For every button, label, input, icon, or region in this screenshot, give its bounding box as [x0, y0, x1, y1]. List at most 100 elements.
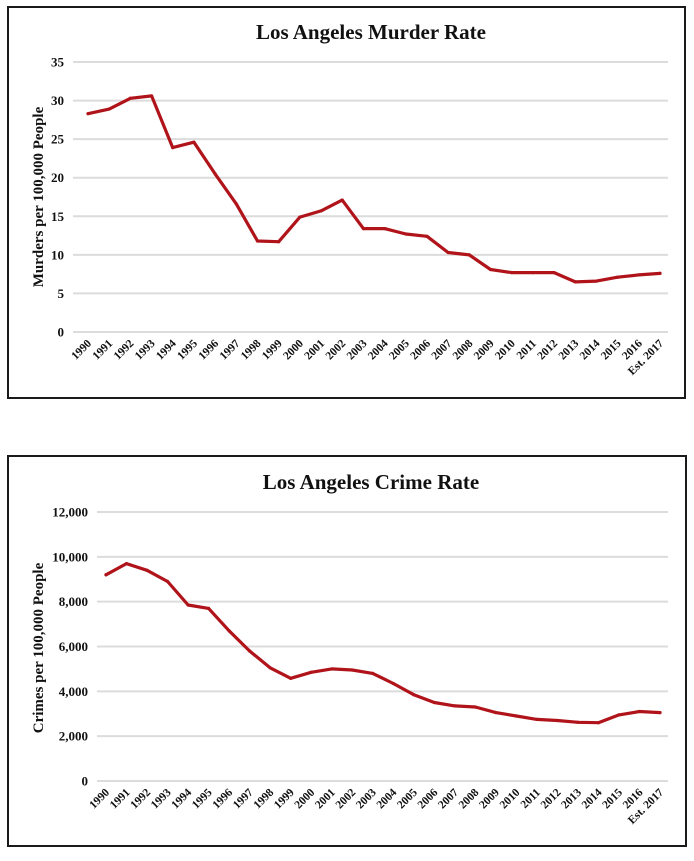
data-point: [186, 603, 190, 607]
x-tick-label: 2014: [578, 337, 603, 362]
x-tick-label: 2001: [313, 786, 338, 811]
x-tick-label: 2013: [559, 786, 584, 811]
data-point: [298, 215, 302, 219]
data-point: [535, 717, 539, 721]
x-tick-label: 1997: [218, 337, 243, 362]
data-point: [330, 667, 334, 671]
data-point: [531, 271, 535, 275]
data-point: [596, 721, 601, 725]
y-tick-label: 8,000: [59, 594, 88, 609]
x-tick-label: 2008: [457, 786, 482, 811]
chart-title: Los Angeles Crime Rate: [263, 470, 479, 494]
data-point: [412, 693, 416, 697]
y-tick-label: 4,000: [59, 684, 88, 699]
gridlines: [97, 511, 668, 782]
data-point: [104, 573, 108, 577]
data-point: [86, 112, 90, 116]
y-tick-labels: 0 2,000 4,000 6,000 8,000 10,000 12,000: [52, 505, 88, 789]
data-point: [404, 232, 408, 236]
data-point: [576, 720, 580, 724]
y-tick-label: 35: [51, 55, 65, 70]
data-point: [227, 629, 231, 633]
x-tick-label: 2007: [430, 337, 455, 362]
data-point: [555, 718, 560, 723]
x-tick-label: 2009: [477, 786, 502, 811]
x-tick-label: 2009: [472, 337, 497, 362]
data-point: [371, 671, 375, 676]
x-tick-label: 2004: [375, 786, 400, 811]
y-tick-label: 2,000: [59, 729, 88, 744]
data-point: [473, 705, 477, 709]
x-tick-label: 2014: [580, 786, 605, 811]
data-point: [494, 711, 498, 715]
series-line: [104, 561, 662, 725]
data-point: [309, 670, 313, 674]
x-tick-label: 1992: [112, 337, 137, 362]
data-point: [289, 676, 293, 680]
x-tick-label: 1995: [175, 337, 200, 362]
y-axis-label: Crimes per 100,000 People: [31, 562, 47, 733]
y-tick-label: 0: [82, 774, 89, 789]
murder-rate-chart-frame: [7, 6, 686, 399]
x-tick-label: 1994: [154, 337, 179, 362]
x-tick-label: 2015: [599, 337, 624, 362]
data-point: [658, 711, 662, 715]
x-tick-label: 2012: [539, 786, 564, 811]
x-tick-label: 2000: [281, 337, 306, 362]
data-point: [382, 227, 387, 231]
data-point: [510, 271, 514, 275]
x-tick-label: 2010: [493, 337, 518, 362]
x-tick-label: 2005: [395, 786, 420, 811]
x-tick-label: 1995: [190, 786, 215, 811]
data-point: [277, 240, 281, 244]
data-point: [171, 146, 175, 150]
x-tick-label: 1991: [108, 786, 133, 811]
x-tick-label: 1990: [87, 786, 112, 811]
data-point: [637, 709, 642, 714]
data-point: [319, 209, 323, 213]
y-tick-label: 10: [51, 247, 64, 262]
x-tick-label: 2013: [557, 337, 582, 362]
data-point: [107, 107, 111, 111]
data-point: [573, 280, 577, 284]
crime-rate-chart: Los Angeles Crime Rate Crimes per 100,00…: [31, 470, 668, 827]
y-tick-labels: 0 5 10 15 20 25 30 35: [51, 55, 65, 340]
x-tick-label: 1991: [91, 337, 116, 362]
y-tick-label: 12,000: [52, 505, 88, 520]
data-point: [594, 279, 599, 283]
x-tick-label: 2002: [334, 786, 359, 811]
data-point: [446, 250, 450, 255]
x-tick-label: 2010: [498, 786, 523, 811]
series-line: [86, 94, 662, 284]
data-point: [488, 267, 493, 272]
y-tick-label: 5: [58, 286, 65, 301]
data-point: [617, 713, 621, 717]
y-tick-label: 15: [51, 209, 65, 224]
x-tick-label: 1999: [272, 786, 297, 811]
x-tick-label: 2003: [354, 786, 379, 811]
x-tick-label: 1996: [210, 786, 235, 811]
x-tick-label: 1997: [231, 786, 256, 811]
x-tick-label: 2015: [600, 786, 625, 811]
x-tick-label: 1993: [133, 337, 158, 362]
data-point: [165, 579, 170, 584]
y-tick-label: 0: [58, 325, 65, 340]
x-tick-label: 2005: [387, 337, 412, 362]
data-point: [658, 271, 662, 275]
series-layer: [86, 94, 662, 284]
series-layer: [104, 561, 662, 725]
data-point: [206, 606, 211, 610]
data-point: [637, 273, 641, 277]
x-tick-label: 1993: [149, 786, 174, 811]
y-tick-label: 20: [51, 170, 64, 185]
data-point: [128, 96, 132, 100]
data-point: [616, 275, 620, 279]
data-point: [192, 140, 196, 144]
x-tick-labels: 1990199119921993199419951996199719981999…: [87, 786, 666, 826]
x-tick-label: 1998: [252, 786, 277, 811]
data-point: [432, 700, 436, 705]
data-point: [350, 668, 354, 672]
x-tick-label: 1998: [239, 337, 264, 362]
chart-title: Los Angeles Murder Rate: [256, 20, 486, 44]
